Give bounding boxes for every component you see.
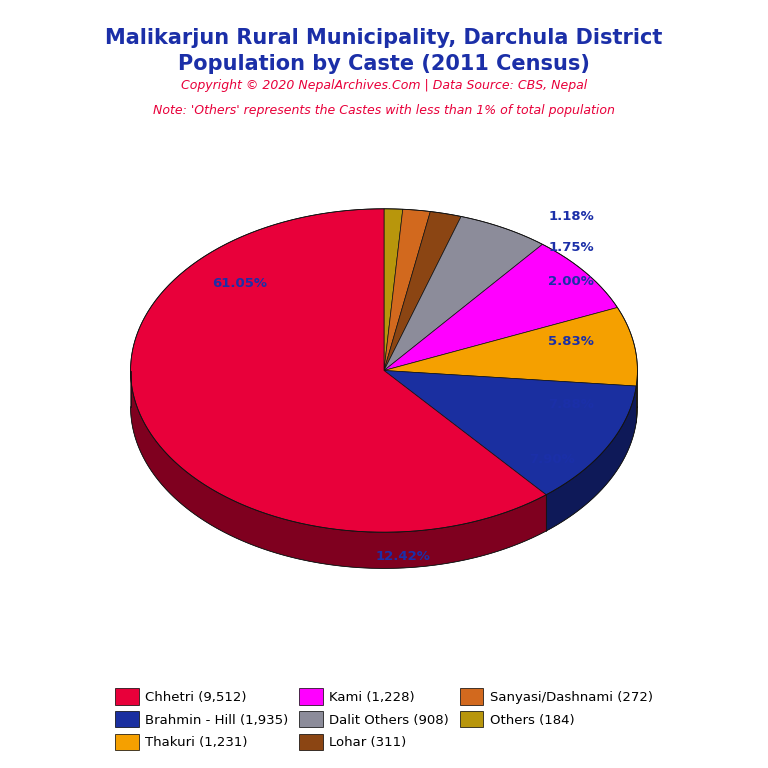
Text: Copyright © 2020 NepalArchives.Com | Data Source: CBS, Nepal: Copyright © 2020 NepalArchives.Com | Dat… xyxy=(181,79,587,92)
Polygon shape xyxy=(546,386,636,531)
Polygon shape xyxy=(384,209,430,370)
Text: Note: 'Others' represents the Castes with less than 1% of total population: Note: 'Others' represents the Castes wit… xyxy=(153,104,615,117)
Polygon shape xyxy=(384,307,637,386)
Polygon shape xyxy=(384,209,402,370)
Polygon shape xyxy=(384,211,461,370)
Text: Malikarjun Rural Municipality, Darchula District: Malikarjun Rural Municipality, Darchula … xyxy=(105,28,663,48)
Polygon shape xyxy=(636,370,637,422)
Text: 5.83%: 5.83% xyxy=(548,335,594,348)
Polygon shape xyxy=(384,217,542,370)
Text: 7.88%: 7.88% xyxy=(548,398,594,411)
Legend: Chhetri (9,512), Brahmin - Hill (1,935), Thakuri (1,231), Kami (1,228), Dalit Ot: Chhetri (9,512), Brahmin - Hill (1,935),… xyxy=(110,684,658,755)
Text: 61.05%: 61.05% xyxy=(212,277,266,290)
Text: 1.18%: 1.18% xyxy=(548,210,594,223)
Polygon shape xyxy=(384,244,617,370)
Text: Population by Caste (2011 Census): Population by Caste (2011 Census) xyxy=(178,54,590,74)
Text: 7.90%: 7.90% xyxy=(529,453,574,466)
Text: 12.42%: 12.42% xyxy=(376,550,431,563)
Polygon shape xyxy=(131,209,546,532)
Text: 2.00%: 2.00% xyxy=(548,275,594,288)
Text: 1.75%: 1.75% xyxy=(548,241,594,254)
Polygon shape xyxy=(384,370,636,495)
Polygon shape xyxy=(131,370,546,568)
